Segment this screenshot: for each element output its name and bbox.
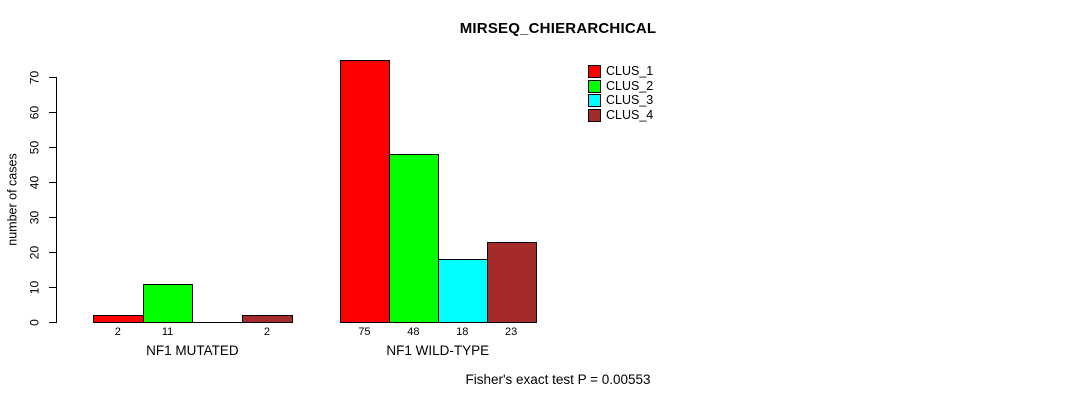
y-tick-mark <box>49 77 56 78</box>
legend-label-clus-4: CLUS_4 <box>606 107 654 122</box>
bar-value-label-clus-1-nf1-mutated: 2 <box>114 326 121 338</box>
y-tick-mark <box>49 252 56 253</box>
chart-title: MIRSEQ_CHIERARCHICAL <box>459 20 657 37</box>
y-tick-mark <box>49 322 56 323</box>
y-axis-line <box>56 77 57 323</box>
bar-value-label-clus-1-nf1-wild-type: 75 <box>358 326 371 338</box>
y-tick-mark <box>49 217 56 218</box>
bar-value-label-clus-2-nf1-mutated: 11 <box>161 326 174 338</box>
y-tick-label: 0 <box>27 318 42 326</box>
legend-label-clus-2: CLUS_2 <box>606 78 654 93</box>
y-tick-label: 60 <box>27 105 42 119</box>
legend-swatch-clus-4 <box>588 108 601 122</box>
bar-clus-2-nf1-wild-type <box>388 154 439 323</box>
x-category-label-nf1-mutated: NF1 MUTATED <box>146 343 239 358</box>
legend-swatch-clus-3 <box>588 94 601 107</box>
bar-clus-1-nf1-wild-type <box>340 59 390 323</box>
annotation-fishers-test: Fisher's exact test P = 0.00553 <box>465 372 651 387</box>
bar-value-label-clus-3-nf1-wild-type: 18 <box>456 326 469 338</box>
legend-swatch-clus-1 <box>588 65 601 78</box>
legend-swatch-clus-2 <box>588 79 601 93</box>
y-tick-label: 40 <box>27 175 42 189</box>
legend-label-clus-1: CLUS_1 <box>606 64 654 78</box>
bar-clus-2-nf1-mutated <box>142 283 194 323</box>
bar-value-label-clus-4-nf1-wild-type: 23 <box>505 326 518 338</box>
bar-clus-4-nf1-mutated <box>242 315 293 323</box>
y-tick-mark <box>49 182 56 183</box>
y-tick-label: 50 <box>27 140 42 154</box>
x-category-label-nf1-wild-type: NF1 WILD-TYPE <box>386 343 490 358</box>
y-tick-mark <box>49 112 56 113</box>
y-tick-label: 70 <box>27 70 42 84</box>
y-tick-label: 30 <box>27 210 42 224</box>
bar-value-label-clus-4-nf1-mutated: 2 <box>263 326 270 338</box>
bar-clus-4-nf1-wild-type <box>486 241 537 323</box>
y-axis-label: number of cases <box>5 153 20 246</box>
bar-clus-1-nf1-mutated <box>93 315 144 323</box>
y-tick-label: 10 <box>27 280 42 294</box>
bar-clus-3-nf1-wild-type <box>437 259 488 323</box>
y-tick-mark <box>49 147 56 148</box>
y-tick-mark <box>49 287 56 288</box>
y-tick-label: 20 <box>27 245 42 259</box>
legend-label-clus-3: CLUS_3 <box>606 93 654 107</box>
bar-value-label-clus-2-nf1-wild-type: 48 <box>407 326 420 338</box>
